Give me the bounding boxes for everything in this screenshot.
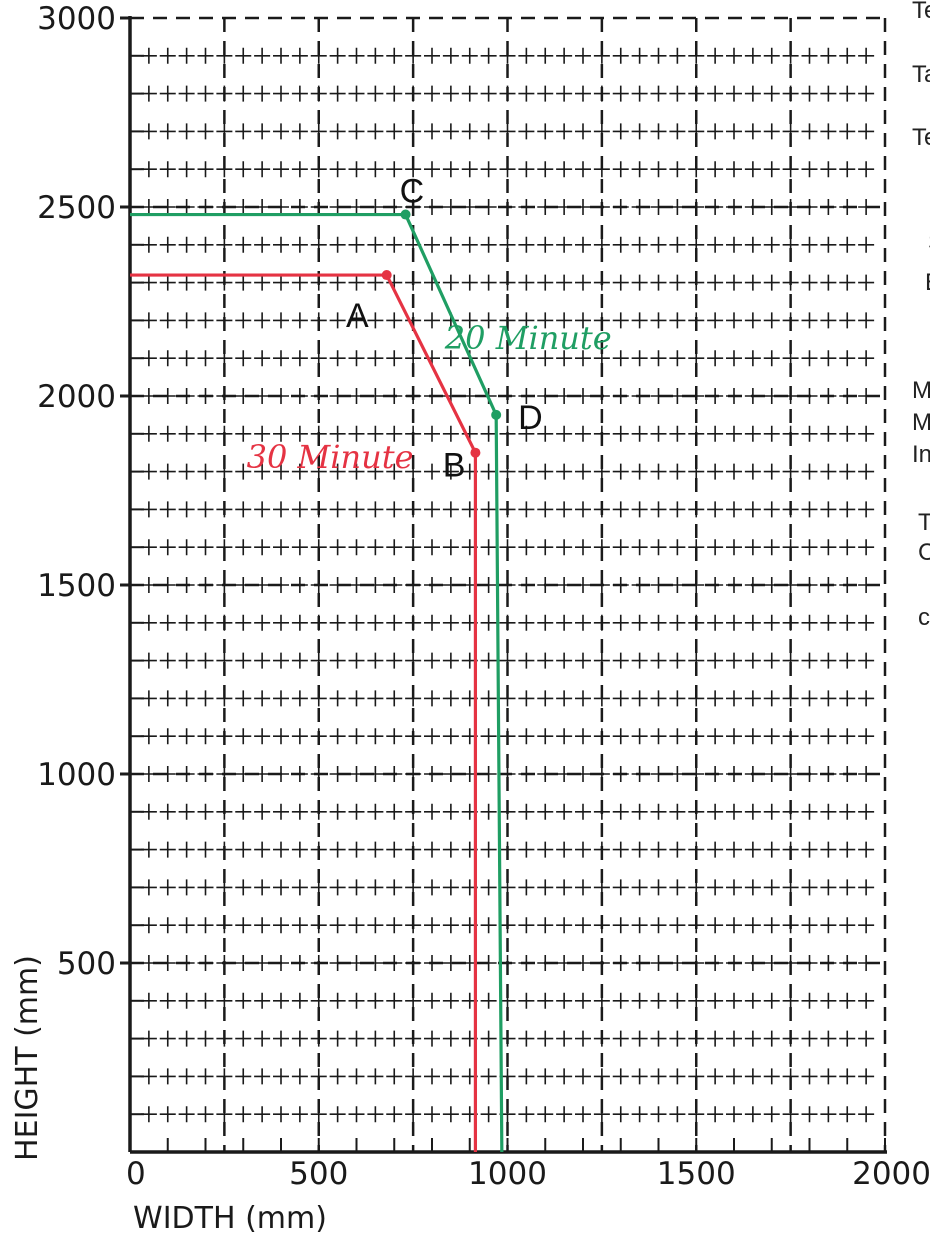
- y-tick-label: 2000: [37, 379, 116, 415]
- grid-plus-marks: [140, 47, 875, 1123]
- point-marker: [400, 209, 411, 220]
- margin-text-fragment: S: [928, 229, 930, 256]
- x-tick-label: 1000: [468, 1156, 547, 1192]
- series-line: [130, 273, 478, 1152]
- point-marker: [470, 447, 481, 458]
- margin-text-fragment: Te: [912, 124, 930, 151]
- margin-text-fragment: M: [912, 409, 930, 436]
- margin-text-fragment: C: [918, 539, 930, 566]
- series-name-label: 30 Minute: [247, 438, 414, 476]
- margin-text: Te Ta Te SE MM In TCc: [912, 0, 930, 631]
- axis-labels: A B C D 20 Minute 30 Minute 0 500 1000 1500 2000 30…: [10, 1, 930, 1235]
- y-tick-label: 2500: [37, 190, 116, 226]
- x-axis-title: WIDTH (mm): [133, 1201, 327, 1235]
- y-tick-label: 500: [57, 946, 116, 982]
- series-lines: [130, 209, 504, 1153]
- grid: [130, 18, 885, 1152]
- y-tick-label: 1000: [37, 757, 116, 793]
- margin-text-fragment: M: [912, 377, 930, 404]
- margin-text-fragment: Ta: [912, 61, 930, 88]
- point-label: B: [443, 447, 466, 485]
- margin-text-fragment: E: [925, 269, 930, 296]
- x-tick-label: 2000: [852, 1156, 930, 1192]
- margin-text-fragment: In: [912, 441, 930, 468]
- series-name-label: 20 Minute: [444, 319, 612, 357]
- point-marker: [491, 409, 502, 420]
- point-label: D: [518, 399, 543, 437]
- point-label: C: [400, 173, 425, 211]
- series-line: [130, 212, 504, 1153]
- x-tick-label: 500: [289, 1156, 348, 1192]
- point-marker: [381, 270, 392, 281]
- point-label: A: [346, 297, 369, 335]
- y-tick-label: 1500: [37, 568, 116, 604]
- plot-frame: [120, 16, 887, 1154]
- y-axis-title: HEIGHT (mm): [10, 955, 45, 1161]
- y-tick-label: 3000: [37, 1, 116, 37]
- margin-text-fragment: Te: [912, 0, 930, 24]
- margin-text-fragment: T: [918, 509, 930, 536]
- x-tick-label: 0: [126, 1156, 146, 1192]
- margin-text-fragment: c: [918, 604, 930, 631]
- x-tick-label: 1500: [657, 1156, 736, 1192]
